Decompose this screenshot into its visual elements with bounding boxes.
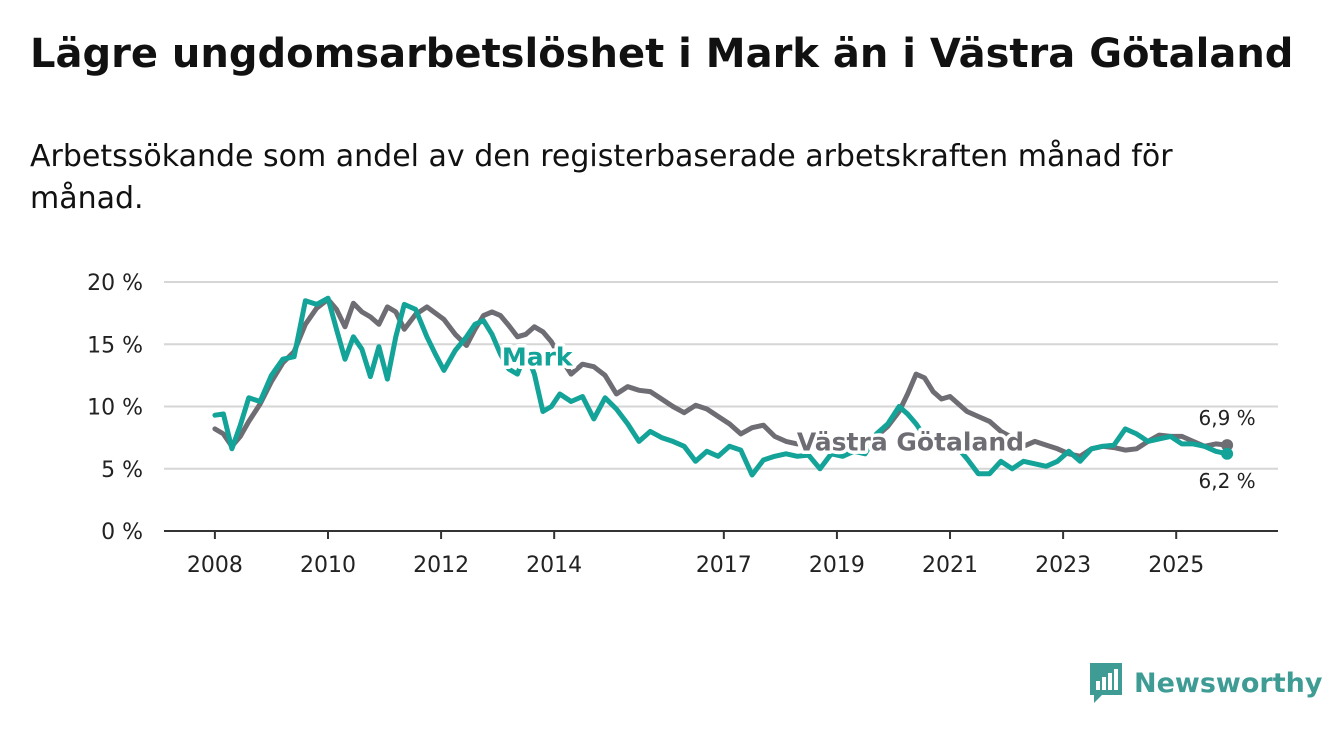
x-tick-label: 2008 <box>187 553 243 578</box>
y-tick-label: 5 % <box>101 458 143 483</box>
newsworthy-logo: Newsworthy <box>1088 661 1322 705</box>
series-label-mark: Mark <box>502 343 574 372</box>
bar-chart-bubble-icon <box>1090 663 1122 703</box>
series-line-mark <box>212 295 1230 478</box>
x-tick-label: 2023 <box>1035 553 1091 578</box>
y-tick-label: 0 % <box>101 520 143 545</box>
y-tick-label: 20 % <box>87 271 143 296</box>
chart-title: Lägre ungdomsarbetslöshet i Mark än i Vä… <box>30 31 1294 77</box>
x-tick-label: 2021 <box>922 553 978 578</box>
series-layer <box>212 295 1234 478</box>
label-layer: Västra Götaland Mark 6,9 % 6,2 % <box>498 339 1256 493</box>
x-tick-label: 2012 <box>413 553 469 578</box>
y-tick-label: 10 % <box>87 396 143 421</box>
x-tick-label: 2010 <box>300 553 356 578</box>
y-tick-label: 15 % <box>87 333 143 358</box>
x-tick-label: 2019 <box>809 553 865 578</box>
x-tick-label: 2014 <box>526 553 582 578</box>
x-tick-label: 2017 <box>696 553 752 578</box>
end-value-label-mark: 6,2 % <box>1199 469 1256 493</box>
x-tick-label: 2025 <box>1148 553 1204 578</box>
end-point-mark <box>1221 447 1234 460</box>
end-point-vastra-gotaland <box>1221 439 1234 452</box>
series-line-vastra-gotaland <box>212 296 1230 459</box>
logo-text: Newsworthy <box>1134 667 1323 699</box>
end-value-label-vastra-gotaland: 6,9 % <box>1199 406 1256 430</box>
chart-subtitle: Arbetssökande som andel av den registerb… <box>30 139 1173 216</box>
series-label-vastra-gotaland: Västra Götaland <box>797 427 1024 456</box>
x-axis-ticks: 2008 2010 2012 2014 2017 2019 2021 2023 2025 <box>187 531 1204 578</box>
y-axis-ticks: 0 % 5 % 10 % 15 % 20 % <box>87 271 143 545</box>
